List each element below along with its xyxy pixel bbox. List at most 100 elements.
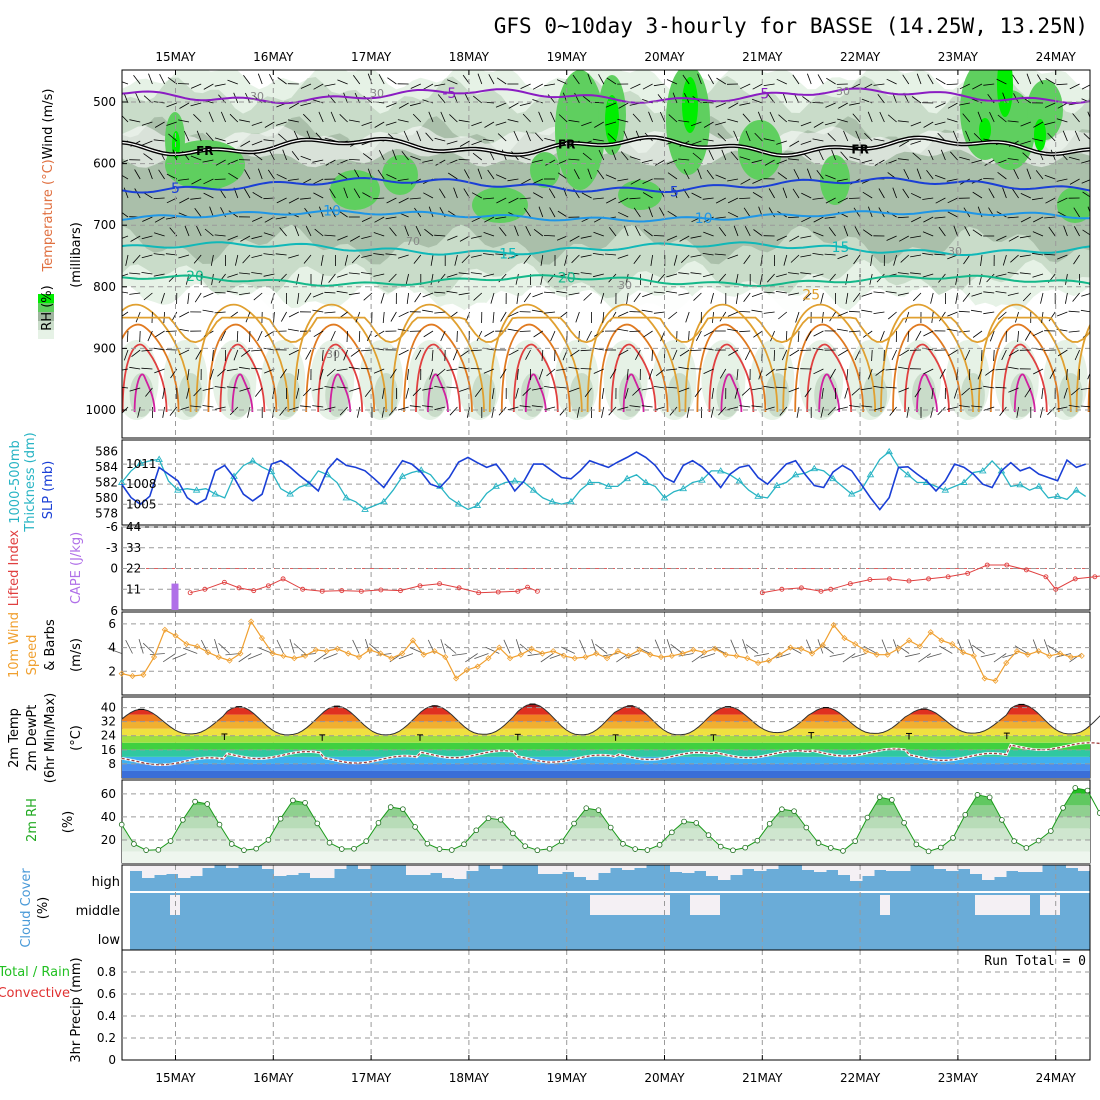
wind-barb [757,111,763,123]
low-level-temp-contour [305,323,376,413]
wind-barb [607,133,617,142]
wind-barb [312,292,324,298]
wind-barb [1032,330,1044,337]
wind-barb [763,83,775,86]
y-tick-label: 800 [93,280,116,294]
wind-barb [257,330,263,342]
wind-barb [498,406,507,416]
wind-barb [549,207,556,218]
wind-barb [471,254,482,258]
wind-barb [532,159,543,163]
lifted-index-point [1072,576,1078,582]
wind10m-barb [293,643,306,654]
wind10m-barb [654,639,662,654]
wind-tick-label: 2 [108,664,116,678]
wind-barb [519,197,531,200]
cloud-high-clear [454,865,467,879]
wind-barb [251,140,263,146]
wind-barb [434,406,446,411]
precip-tick-label: 0.6 [97,987,116,1001]
wind-barb [930,292,934,304]
wind-barb [449,406,458,416]
wind-barb [492,311,495,324]
wind-barb [343,349,348,361]
lifted-index-point [965,570,971,576]
wind-barb [564,254,568,266]
wind-barb [1037,74,1044,85]
wind10m-point [194,643,201,650]
wind-barb [434,137,446,142]
rh-blob [555,70,605,190]
rh-contour-label: 70 [406,235,420,248]
wind-barb [491,387,495,399]
wind-barb [580,272,592,275]
wind-barb [1032,273,1044,278]
wind-barb [178,178,190,181]
wind-barb [374,121,385,128]
wind10m-point [269,650,276,657]
wind-barb [520,83,531,89]
wind-barb [412,113,422,123]
wind-barb [910,140,922,145]
wind-barb [1012,188,1019,199]
thickness-point [941,486,950,493]
wind-barb [470,349,482,352]
wind-barb [837,254,848,260]
wind-barb [1056,83,1068,86]
wind-barb [1010,254,1019,263]
wind-barb [972,191,983,199]
x-tick-label-top: 15MAY [155,50,196,64]
wind-barb [678,120,690,123]
x-tick-label-top: 24MAY [1036,50,1077,64]
wind-barb [526,130,531,142]
low-level-temp-contour [696,323,767,413]
wind10m-point [1035,648,1042,655]
wind-barb [995,368,1007,371]
wind-barb [598,74,605,85]
wind-barb [727,406,739,410]
wind-barb [897,366,909,370]
wind-barb [153,232,165,237]
wind-barb [934,174,946,180]
wind-barb [131,349,141,358]
wind-barb [377,169,385,180]
wind-barb [952,130,958,142]
wind-barb [160,292,165,304]
wind10m-label-2: Speed [25,635,40,676]
wind-barb [169,406,178,416]
wind10m-point [701,649,708,656]
wind-barb [348,366,360,370]
thickness-point [248,457,257,464]
wind-barb [1065,273,1068,285]
wind10m-barb [595,643,608,654]
wind-barb [812,102,824,104]
wind-barb [604,253,617,256]
wind-barb [630,83,641,90]
wind10m-point [690,646,697,654]
wind-barb [801,192,812,199]
wind10m-barb [149,653,165,656]
wind-barb [854,226,861,237]
wind-barb [947,102,958,109]
temp-contour-label: FR [851,143,868,157]
wind10m-point [906,637,913,644]
cloud-high-clear [1018,865,1031,872]
wind-barb [460,349,470,357]
temp2m-label-3: (6hr Min/Max) [43,693,58,783]
wind-barb [214,83,226,87]
wind10m-barb [107,647,122,654]
wind-barb [252,216,263,222]
wind-barb [629,330,641,332]
wind-barb [273,311,275,324]
temp-tick-label: 16 [101,743,116,757]
freezing-level-contour-inner [122,136,1090,157]
wind-barb [827,133,836,142]
wind-barb [971,387,983,390]
wind-barb [837,197,848,204]
wind-barb [439,188,446,199]
wind-barb [886,78,897,85]
wind-barb [714,253,726,256]
wind10m-barb [314,653,327,663]
wind-barb [239,387,251,392]
wind-barb [297,368,300,380]
